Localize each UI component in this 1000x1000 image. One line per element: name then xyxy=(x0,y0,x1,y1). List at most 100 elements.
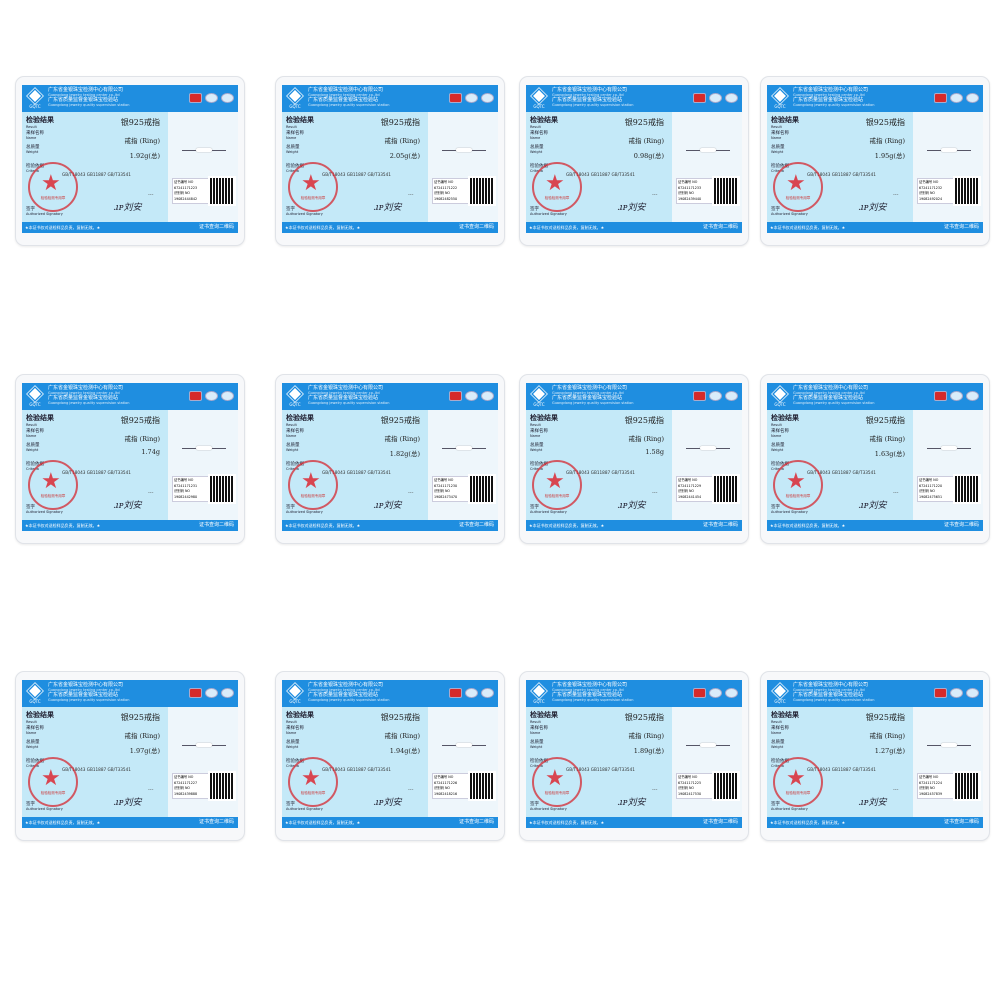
org-name-en-1: Guangdong jewelry testing center co.,ltd xyxy=(48,391,120,395)
cma-icon xyxy=(693,688,706,698)
org-names: 广东省金银珠宝检测中心有限公司 Guangdong jewelry testin… xyxy=(48,682,129,702)
name-label-en: Name xyxy=(26,434,37,438)
cnas-icon xyxy=(966,93,979,103)
ring-photo xyxy=(442,446,486,450)
number-box: 证书编号 NO 67241171225 识别码 NO 19082417530 xyxy=(676,773,714,799)
cert-no-value: 67241171220 xyxy=(919,483,943,488)
star-icon: ★ xyxy=(41,469,61,494)
signature: ɹ⁠ᴘ刘安 xyxy=(859,203,887,213)
logo-text: GQTC xyxy=(289,104,301,109)
cnas-icon xyxy=(725,688,738,698)
certificate-card-3: GQTC 广东省金银珠宝检测中心有限公司 Guangdong jewelry t… xyxy=(519,76,749,246)
qr-code-icon xyxy=(208,176,236,206)
org-name-cn-2: 广东省质量监督金银珠宝检验站 xyxy=(552,692,623,698)
remark-value: --- xyxy=(652,490,658,496)
signatory-label-en: Authorized Signatory xyxy=(26,807,63,811)
name-label: 来样名称 xyxy=(286,131,304,136)
card-header: GQTC 广东省金银珠宝检测中心有限公司 Guangdong jewelry t… xyxy=(767,680,983,707)
name-label-en: Name xyxy=(530,434,541,438)
stamp-text: 检验检测专用章 xyxy=(40,494,66,498)
signatory-label: 签字 xyxy=(26,802,35,807)
result-label: 检验结果 xyxy=(26,414,54,422)
cma-icon xyxy=(449,688,462,698)
org-name-en-2: Guangdong jewelry quality supervision st… xyxy=(308,103,390,107)
cert-no-label: 证书编号 NO xyxy=(174,180,194,184)
org-name-cn-1: 广东省金银珠宝检测中心有限公司 xyxy=(308,385,384,391)
name-label: 来样名称 xyxy=(771,131,789,136)
card-footer: ★本证书仅对送检样品负责，复制无效。★ 证书查询二维码 xyxy=(526,520,742,531)
name-label: 来样名称 xyxy=(530,726,548,731)
cnas-icon xyxy=(221,391,234,401)
card-header: GQTC 广东省金银珠宝检测中心有限公司 Guangdong jewelry t… xyxy=(526,383,742,410)
org-name-cn-1: 广东省金银珠宝检测中心有限公司 xyxy=(552,385,628,391)
gqtc-logo: GQTC xyxy=(26,386,44,407)
signature: ɹ⁠ᴘ刘安 xyxy=(374,501,402,511)
signatory-label-en: Authorized Signatory xyxy=(530,807,567,811)
ring-photo xyxy=(927,446,971,450)
certificate-card-11: GQTC 广东省金银珠宝检测中心有限公司 Guangdong jewelry t… xyxy=(519,671,749,841)
org-name-cn-1: 广东省金银珠宝检测中心有限公司 xyxy=(552,682,628,688)
id-no-label: 识别码 NO xyxy=(919,489,935,493)
cnas-icon xyxy=(481,93,494,103)
ring-photo xyxy=(686,148,730,152)
id-no-label: 识别码 NO xyxy=(919,191,935,195)
card-footer: ★本证书仅对送检样品负责，复制无效。★ 证书查询二维码 xyxy=(767,520,983,531)
id-no-label: 识别码 NO xyxy=(919,786,935,790)
cma-icon xyxy=(449,93,462,103)
cert-no-value: 67241171225 xyxy=(678,780,702,785)
weight-label: 总质量 xyxy=(286,443,300,448)
official-stamp: ★ 检验检测专用章 xyxy=(288,757,338,807)
signature: ɹ⁠ᴘ刘安 xyxy=(859,798,887,808)
footer-note: ★本证书仅对送检样品负责，复制无效。★ xyxy=(529,523,605,528)
cma-icon xyxy=(189,93,202,103)
card-body: 检验结果 Result 银925戒指 来样名称 Name 戒指 (Ring) 总质量… xyxy=(526,707,742,817)
signatory-label: 签字 xyxy=(26,505,35,510)
number-box: 证书编号 NO 67241171229 识别码 NO 19082441454 xyxy=(676,476,714,502)
name-value: 戒指 (Ring) xyxy=(869,435,905,443)
criteria-value: GB/T18043 GB11887 GB/T33541 xyxy=(62,470,131,475)
qr-code-icon xyxy=(712,771,740,801)
weight-value: 1.63g(总) xyxy=(874,450,905,458)
number-box: 证书编号 NO 67241171231 识别码 NO 19082442980 xyxy=(172,476,210,502)
weight-label-en: Weight xyxy=(26,150,39,154)
cert-no-value: 67241171226 xyxy=(434,780,458,785)
org-name-cn-1: 广东省金银珠宝检测中心有限公司 xyxy=(308,87,384,93)
qr-code-icon xyxy=(468,176,496,206)
certificate-card-1: GQTC 广东省金银珠宝检测中心有限公司 Guangdong jewelry t… xyxy=(15,76,245,246)
product-name: 银925戒指 xyxy=(380,416,420,425)
official-stamp: ★ 检验检测专用章 xyxy=(773,460,823,510)
id-no-value: 19082492024 xyxy=(919,196,943,201)
certificate-card-5: GQTC 广东省金银珠宝检测中心有限公司 Guangdong jewelry t… xyxy=(15,374,245,544)
ring-photo xyxy=(686,743,730,747)
name-value: 戒指 (Ring) xyxy=(628,435,664,443)
ilac-icon xyxy=(950,93,963,103)
footer-qr-label: 证书查询二维码 xyxy=(458,819,494,825)
signatory-label: 签字 xyxy=(286,207,295,212)
result-label: 检验结果 xyxy=(286,711,314,719)
criteria-label: 检验依据 xyxy=(771,462,789,467)
logo-text: GQTC xyxy=(533,104,545,109)
official-stamp: ★ 检验检测专用章 xyxy=(532,460,582,510)
org-names: 广东省金银珠宝检测中心有限公司 Guangdong jewelry testin… xyxy=(552,682,633,702)
cnas-icon xyxy=(221,93,234,103)
card-footer: ★本证书仅对送检样品负责，复制无效。★ 证书查询二维码 xyxy=(282,817,498,828)
org-name-en-2: Guangdong jewelry quality supervision st… xyxy=(48,698,130,702)
weight-value: 1.74g xyxy=(141,448,160,456)
footer-qr-label: 证书查询二维码 xyxy=(458,224,494,230)
weight-label: 总质量 xyxy=(530,740,544,745)
logo-text: GQTC xyxy=(29,699,41,704)
weight-label: 总质量 xyxy=(286,740,300,745)
footer-note: ★本证书仅对送检样品负责，复制无效。★ xyxy=(529,225,605,230)
criteria-label: 检验依据 xyxy=(530,759,548,764)
id-no-value: 19082417530 xyxy=(678,791,702,796)
signatory-label-en: Authorized Signatory xyxy=(771,807,808,811)
criteria-value: GB/T18043 GB11887 GB/T33541 xyxy=(807,470,876,475)
footer-qr-label: 证书查询二维码 xyxy=(702,819,738,825)
org-names: 广东省金银珠宝检测中心有限公司 Guangdong jewelry testin… xyxy=(308,385,389,405)
remark-value: --- xyxy=(148,490,154,496)
org-names: 广东省金银珠宝检测中心有限公司 Guangdong jewelry testin… xyxy=(48,87,129,107)
signatory-label: 签字 xyxy=(26,207,35,212)
gqtc-logo: GQTC xyxy=(286,683,304,704)
accreditation-icons xyxy=(189,391,234,401)
weight-value: 2.05g(总) xyxy=(389,152,420,160)
